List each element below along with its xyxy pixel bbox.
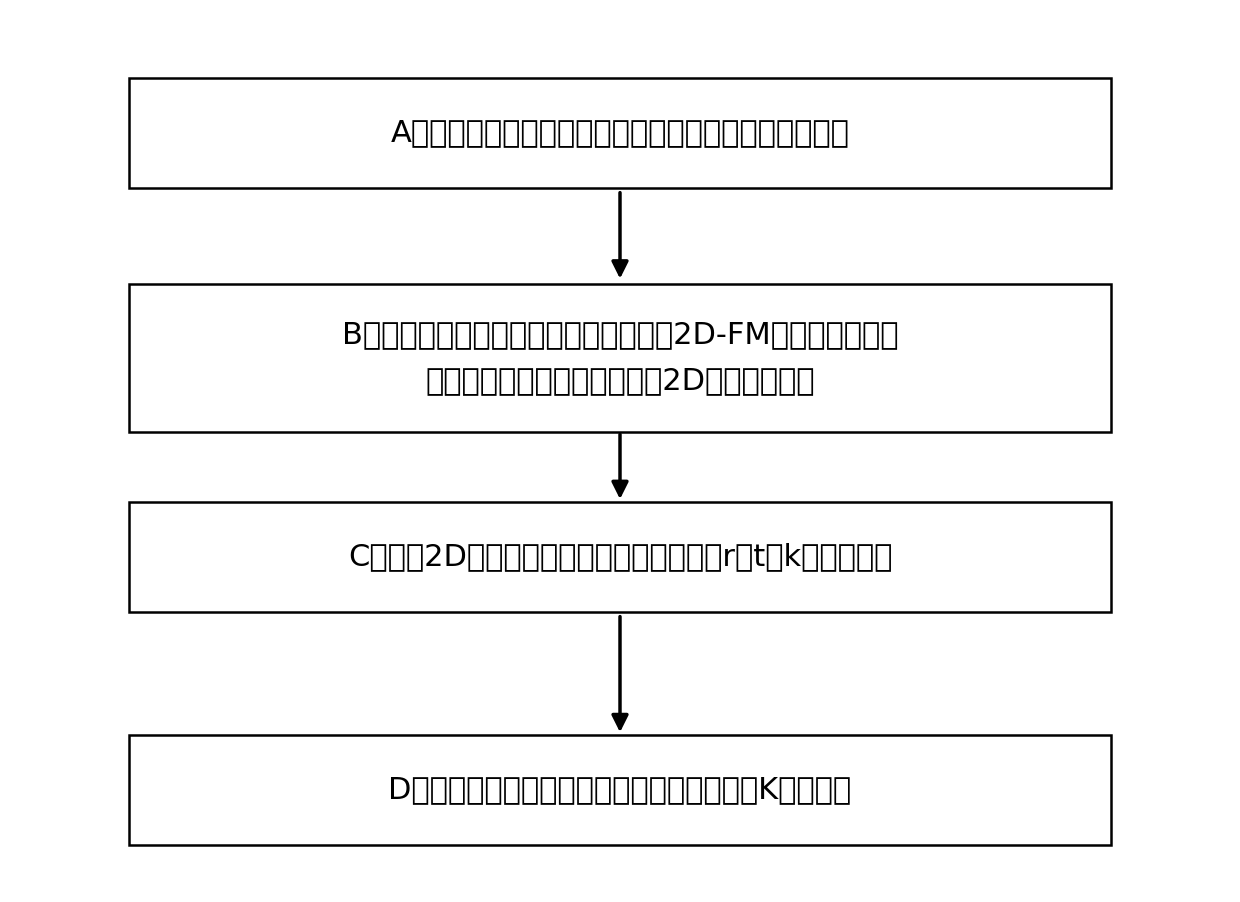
- Text: C、根据2D误差增广模型设计出满足控制律r（t，k）的控制器: C、根据2D误差增广模型设计出满足控制律r（t，k）的控制器: [347, 542, 893, 572]
- Bar: [129, 283, 1111, 432]
- Text: D、采用线性矩阵不等式的形式对控制器的增K进行求解: D、采用线性矩阵不等式的形式对控制器的增K进行求解: [388, 776, 852, 805]
- Text: 将构建的状态空间模型转换为2D误差增广模型: 将构建的状态空间模型转换为2D误差增广模型: [425, 366, 815, 396]
- Bar: [129, 502, 1111, 612]
- Text: B、根据注塑过程的重复运行特性，采用2D-FM模型的设计方法: B、根据注塑过程的重复运行特性，采用2D-FM模型的设计方法: [342, 320, 898, 349]
- Bar: [129, 735, 1111, 845]
- Bar: [129, 78, 1111, 189]
- Text: A、根据注塑过程参数变量的控制要求构建状态空间模型: A、根据注塑过程参数变量的控制要求构建状态空间模型: [391, 118, 849, 148]
